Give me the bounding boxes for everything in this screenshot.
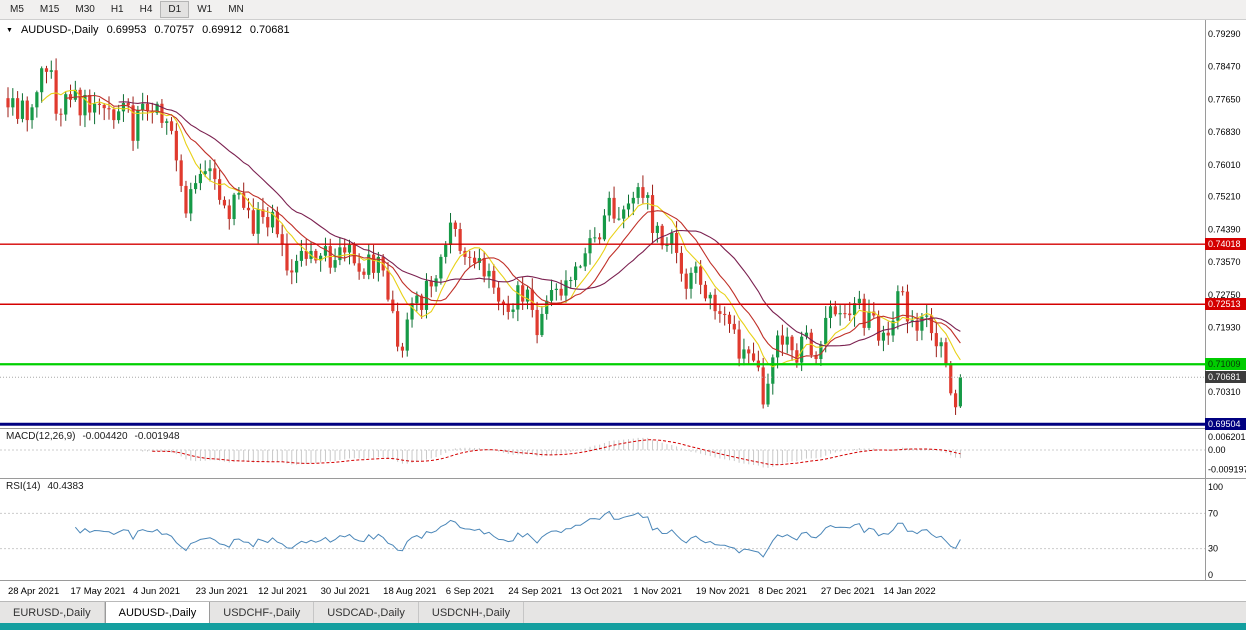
timeframe-button-w1[interactable]: W1	[197, 4, 213, 15]
svg-text:30 Jul 2021: 30 Jul 2021	[321, 586, 370, 597]
svg-text:12 Jul 2021: 12 Jul 2021	[258, 586, 307, 597]
macd-indicator-label: MACD(12,26,9) -0.004420 -0.001948	[6, 431, 180, 442]
chart-tab-usdcnh[interactable]: USDCNH-,Daily	[419, 602, 525, 623]
svg-text:0.78470: 0.78470	[1208, 62, 1241, 72]
svg-text:13 Oct 2021: 13 Oct 2021	[571, 586, 623, 597]
macd-value-2: -0.001948	[134, 431, 180, 442]
candles-layer	[6, 58, 962, 415]
ohlc-low: 0.69912	[202, 24, 242, 36]
timeframe-button-m30[interactable]: M30	[75, 4, 95, 15]
timeframe-button-m15[interactable]: M15	[39, 4, 60, 15]
rsi-pane	[0, 510, 1205, 558]
svg-text:19 Nov 2021: 19 Nov 2021	[696, 586, 750, 597]
chart-area[interactable]: ▼ AUDUSD-,Daily 0.69953 0.70757 0.69912 …	[0, 20, 1246, 601]
rsi-name: RSI(14)	[6, 481, 41, 492]
svg-text:0.77650: 0.77650	[1208, 94, 1241, 104]
svg-text:0.74390: 0.74390	[1208, 224, 1241, 234]
svg-text:18 Aug 2021: 18 Aug 2021	[383, 586, 436, 597]
rsi-value: 40.4383	[47, 481, 84, 492]
timeframe-button-h4[interactable]: H4	[139, 4, 153, 15]
macd-signal-line	[152, 439, 961, 466]
chart-tab-audusd[interactable]: AUDUSD-,Daily	[104, 602, 211, 623]
ohlc-close: 0.70681	[249, 24, 290, 36]
candlestick-chart[interactable]: 0.79290 0.78470 0.77650 0.76830 0.76010 0.752…	[0, 20, 1246, 601]
svg-text:17 May 2021: 17 May 2021	[71, 586, 126, 597]
svg-text:14 Jan 2022: 14 Jan 2022	[883, 586, 935, 597]
chart-tab-usdcad[interactable]: USDCAD-,Daily	[314, 602, 419, 623]
svg-text:8 Dec 2021: 8 Dec 2021	[758, 586, 807, 597]
price-badge-0.72513: 0.72513	[1205, 298, 1246, 311]
macd-name: MACD(12,26,9)	[6, 431, 76, 442]
svg-text:23 Jun 2021: 23 Jun 2021	[196, 586, 248, 597]
chart-tab-usdchf[interactable]: USDCHF-,Daily	[210, 602, 315, 623]
svg-text:70: 70	[1208, 508, 1218, 518]
ma-line-8	[41, 89, 961, 368]
chart-tabs-bar: EURUSD-,Daily AUDUSD-,Daily USDCHF-,Daily U…	[0, 601, 1246, 623]
ohlc-open: 0.69953	[106, 24, 147, 36]
svg-text:27 Dec 2021: 27 Dec 2021	[821, 586, 875, 597]
svg-text:0.73570: 0.73570	[1208, 257, 1241, 267]
price-axis: 0.79290 0.78470 0.77650 0.76830 0.76010 0.752…	[1208, 29, 1246, 580]
svg-text:0.75210: 0.75210	[1208, 192, 1241, 202]
svg-text:100: 100	[1208, 482, 1223, 492]
svg-text:0.76010: 0.76010	[1208, 160, 1241, 170]
symbol-dropdown-icon: ▼	[6, 26, 13, 34]
svg-text:0.79290: 0.79290	[1208, 29, 1241, 39]
svg-text:30: 30	[1208, 544, 1218, 554]
svg-text:28 Apr 2021: 28 Apr 2021	[8, 586, 59, 597]
macd-pane	[0, 437, 1205, 468]
chart-legend: ▼ AUDUSD-,Daily 0.69953 0.70757 0.69912 …	[6, 24, 290, 36]
svg-text:0.006201: 0.006201	[1208, 432, 1246, 442]
svg-text:0.72750: 0.72750	[1208, 290, 1241, 300]
svg-text:0.76830: 0.76830	[1208, 127, 1241, 137]
price-pane	[0, 58, 1205, 426]
timeframe-button-d1[interactable]: D1	[160, 1, 190, 18]
chart-tab-eurusd[interactable]: EURUSD-,Daily	[0, 602, 105, 623]
ma-line-24	[118, 101, 961, 347]
timeframe-toolbar: M5 M15 M30 H1 H4 D1 W1 MN	[0, 0, 1246, 20]
svg-text:-0.009197: -0.009197	[1208, 464, 1246, 474]
symbol-label: AUDUSD-,Daily	[20, 24, 99, 36]
svg-text:0.00: 0.00	[1208, 445, 1226, 455]
timeframe-button-m5[interactable]: M5	[10, 4, 24, 15]
svg-text:4 Jun 2021: 4 Jun 2021	[133, 586, 180, 597]
svg-text:24 Sep 2021: 24 Sep 2021	[508, 586, 562, 597]
price-badge-0.71009: 0.71009	[1205, 358, 1246, 371]
ma-line-13	[65, 94, 961, 360]
timeframe-button-mn[interactable]: MN	[228, 4, 244, 15]
date-axis: 28 Apr 2021 17 May 2021 4 Jun 2021 23 Jun 2…	[8, 586, 936, 597]
price-badge-0.70681: 0.70681	[1205, 371, 1246, 384]
svg-text:1 Nov 2021: 1 Nov 2021	[633, 586, 682, 597]
price-badge-0.69504: 0.69504	[1205, 418, 1246, 431]
rsi-line	[74, 510, 961, 558]
svg-text:0: 0	[1208, 570, 1213, 580]
rsi-indicator-label: RSI(14) 40.4383	[6, 481, 84, 492]
ohlc-high: 0.70757	[154, 24, 195, 36]
svg-text:0.71930: 0.71930	[1208, 322, 1241, 332]
price-badge-0.74018: 0.74018	[1205, 238, 1246, 251]
svg-text:6 Sep 2021: 6 Sep 2021	[446, 586, 495, 597]
status-strip	[0, 623, 1246, 630]
macd-value-1: -0.004420	[82, 431, 128, 442]
timeframe-button-h1[interactable]: H1	[110, 4, 124, 15]
svg-text:0.70310: 0.70310	[1208, 387, 1241, 397]
